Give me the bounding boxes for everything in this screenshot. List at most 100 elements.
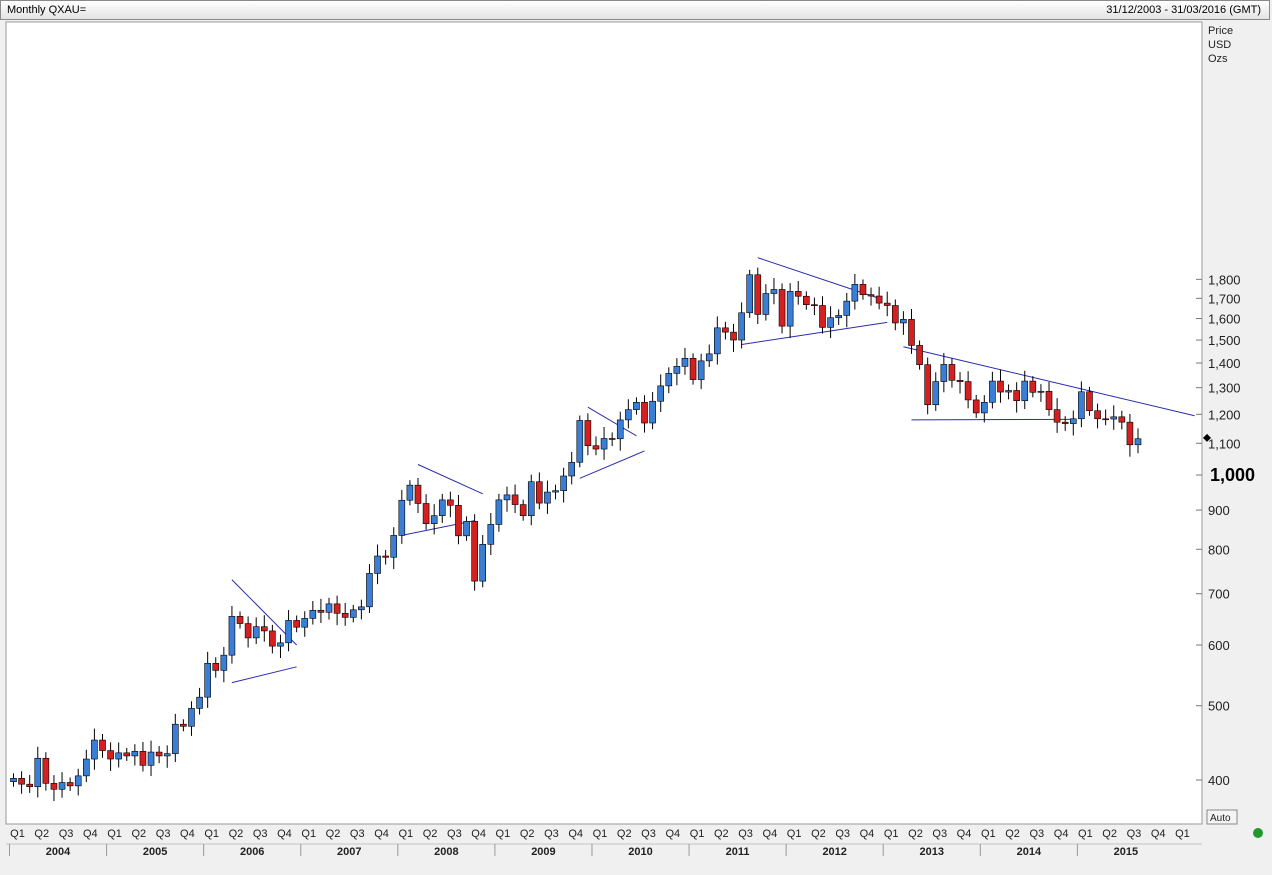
- candle-body: [875, 295, 883, 304]
- candle-body: [665, 373, 673, 387]
- x-year-label: 2009: [531, 846, 555, 858]
- auto-scale-button[interactable]: [1206, 809, 1238, 825]
- candle-body: [948, 364, 956, 381]
- candle-body: [260, 626, 268, 632]
- candle-body: [1045, 390, 1053, 410]
- candle-body: [341, 613, 349, 618]
- x-quarter-label: Q3: [156, 828, 171, 840]
- candle-body: [956, 380, 964, 382]
- y-tick-label: 1,400: [1208, 356, 1241, 371]
- y-tick-label: 1,100: [1208, 436, 1241, 451]
- candle-body: [374, 555, 381, 574]
- x-quarter-label: Q4: [1151, 828, 1166, 840]
- x-quarter-label: Q4: [665, 828, 680, 840]
- trendline: [903, 346, 1195, 417]
- candle-body: [633, 402, 640, 410]
- candle-body: [333, 603, 341, 614]
- candle-body: [673, 366, 681, 374]
- x-quarter-label: Q2: [714, 828, 729, 840]
- candle-body: [406, 484, 414, 501]
- candle-body: [527, 481, 535, 516]
- x-quarter-label: Q1: [107, 828, 122, 840]
- candle-body: [730, 331, 737, 341]
- trendline: [417, 464, 483, 495]
- live-status-indicator: [1253, 828, 1263, 838]
- candle-body: [819, 305, 826, 328]
- candle-body: [916, 345, 923, 365]
- x-quarter-label: Q2: [326, 828, 341, 840]
- date-range: 31/12/2003 - 31/03/2016 (GMT): [1106, 4, 1261, 16]
- candle-body: [932, 381, 940, 406]
- x-quarter-label: Q1: [1078, 828, 1093, 840]
- candle-body: [972, 399, 980, 414]
- candle-body: [851, 284, 859, 302]
- candle-body: [228, 616, 236, 656]
- candle-body: [625, 409, 632, 421]
- candle-body: [155, 751, 163, 757]
- candle-body: [430, 515, 438, 524]
- candle-body: [107, 750, 114, 760]
- candle-body: [50, 783, 58, 790]
- candle-body: [786, 291, 794, 327]
- candle-body: [746, 274, 753, 314]
- candle-body: [172, 723, 179, 754]
- candle-body: [414, 484, 422, 504]
- y-tick-label: 1,300: [1208, 381, 1241, 396]
- candle-body: [390, 535, 398, 558]
- candle-body: [382, 555, 389, 558]
- candle-body: [180, 723, 187, 727]
- candle-body: [600, 438, 608, 450]
- x-quarter-label: Q3: [835, 828, 850, 840]
- candle-body: [463, 521, 470, 537]
- candle-body: [1005, 390, 1012, 393]
- candle-body: [269, 630, 276, 647]
- y-tick-label: 1,200: [1208, 407, 1241, 422]
- x-quarter-label: Q1: [496, 828, 511, 840]
- y-tick-label: 800: [1208, 542, 1230, 557]
- candle-body: [236, 616, 244, 624]
- x-quarter-label: Q2: [132, 828, 147, 840]
- unit-currency: USD: [1208, 39, 1231, 51]
- candle-body: [1126, 421, 1134, 446]
- chart-title: Monthly QXAU=: [7, 4, 87, 16]
- candle-body: [301, 618, 309, 628]
- candle-body: [1118, 416, 1126, 423]
- x-year-label: 2010: [628, 846, 652, 858]
- candle-body: [552, 490, 559, 493]
- candle-body: [722, 327, 729, 333]
- x-quarter-label: Q1: [301, 828, 316, 840]
- price-chart[interactable]: 400 500 600 700 800 900 1,000 1,100 1,200 1,300 1,…: [0, 20, 1272, 875]
- candle-body: [592, 445, 600, 450]
- x-quarter-label: Q1: [593, 828, 608, 840]
- x-year-label: 2014: [1017, 846, 1042, 858]
- candle-body: [649, 400, 656, 424]
- candle-body: [536, 481, 543, 504]
- trendline: [579, 450, 645, 479]
- candle-body: [560, 475, 567, 491]
- candle-body: [99, 739, 106, 751]
- candle-body: [1037, 390, 1045, 393]
- candle-body: [1134, 438, 1142, 446]
- x-quarter-label: Q2: [1102, 828, 1117, 840]
- candle-body: [794, 291, 802, 297]
- candle-body: [770, 289, 778, 294]
- candles: [10, 267, 1142, 802]
- x-quarter-label: Q4: [180, 828, 195, 840]
- x-quarter-label: Q2: [908, 828, 923, 840]
- x-quarter-label: Q1: [787, 828, 802, 840]
- candle-body: [576, 420, 584, 463]
- candle-body: [1061, 421, 1069, 424]
- candle-body: [495, 499, 503, 525]
- candle-body: [163, 753, 171, 757]
- candle-body: [285, 620, 292, 644]
- candle-body: [689, 357, 697, 380]
- auto-scale-label: Auto: [1210, 813, 1231, 824]
- candle-body: [1094, 410, 1101, 420]
- candle-body: [317, 609, 325, 613]
- candle-body: [762, 293, 770, 315]
- candle-body: [835, 315, 842, 319]
- trendline: [587, 406, 637, 437]
- candle-body: [892, 305, 899, 324]
- candle-body: [479, 544, 487, 582]
- candle-body: [867, 294, 875, 297]
